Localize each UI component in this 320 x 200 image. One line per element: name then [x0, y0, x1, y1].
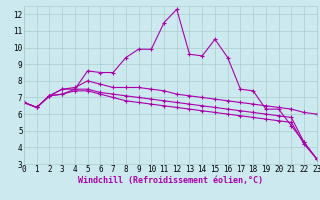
X-axis label: Windchill (Refroidissement éolien,°C): Windchill (Refroidissement éolien,°C)	[78, 176, 263, 185]
